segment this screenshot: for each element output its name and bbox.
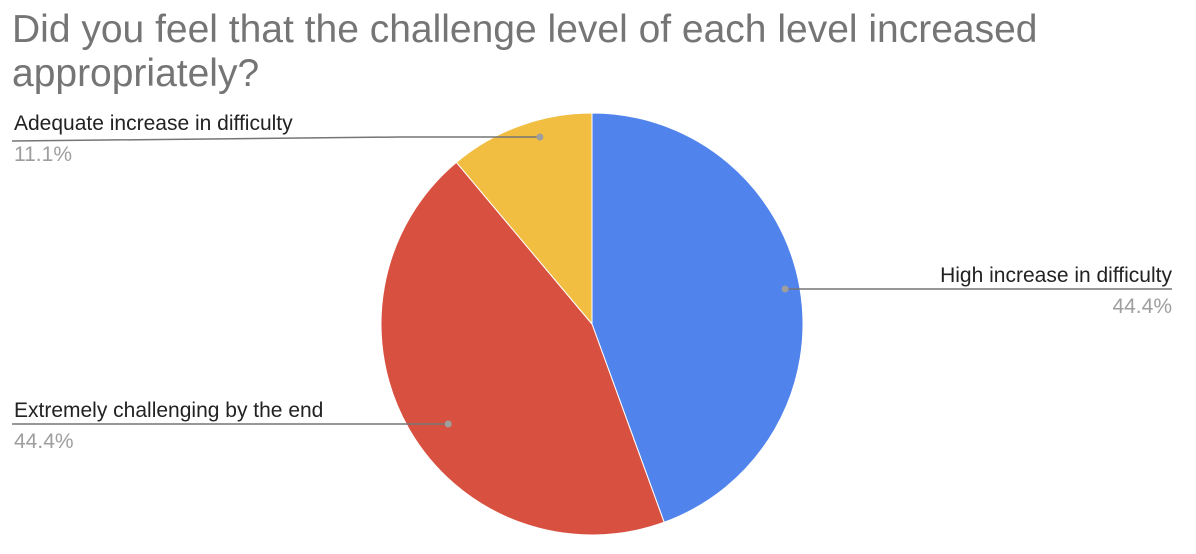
slice-label-2: Adequate increase in difficulty <box>14 112 293 135</box>
pie-slice-high-increase-in-difficulty <box>591 112 804 523</box>
leader-dot-1 <box>444 420 452 428</box>
slice-percent-1: 44.4% <box>14 430 74 453</box>
pie-labels: High increase in difficulty 44.4% Extremel… <box>11 112 1172 453</box>
leader-dot-2 <box>536 133 544 141</box>
slice-label-0: High increase in difficulty <box>940 264 1172 287</box>
pie-slices <box>380 112 804 536</box>
leader-dot-0 <box>781 285 789 293</box>
chart-title: Did you feel that the challenge level of… <box>12 8 1038 95</box>
pie-slice-extremely-challenging-by-the-end <box>380 161 665 536</box>
slice-percent-0: 44.4% <box>1112 295 1172 318</box>
leader-line-2 <box>11 136 540 142</box>
slice-percent-2: 11.1% <box>14 143 72 166</box>
pie-slice-adequate-increase-in-difficulty <box>455 112 593 326</box>
slice-label-1: Extremely challenging by the end <box>14 399 323 422</box>
